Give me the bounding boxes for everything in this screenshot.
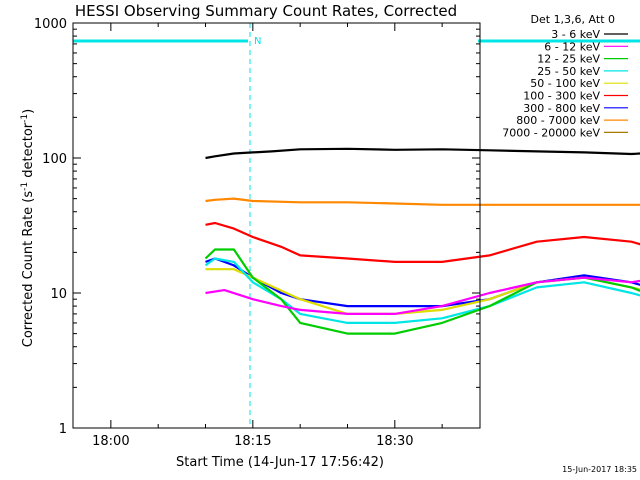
legend-label-6: 300 - 800 keV: [523, 102, 600, 115]
y-axis-label: Corrected Count Rate (s-1 detector-1): [20, 109, 36, 347]
y-tick-label-2: 100: [42, 152, 67, 167]
legend-label-7: 800 - 7000 keV: [516, 114, 600, 127]
plot-area: NF: [72, 23, 640, 428]
series-line-7: [205, 197, 640, 206]
y-tick-label-0: 1: [59, 422, 67, 437]
plot-frame: [72, 22, 481, 429]
chart-title: HESSI Observing Summary Count Rates, Cor…: [75, 2, 457, 20]
series-line-3: [204, 257, 640, 324]
series-line-0: [205, 147, 640, 160]
y-tick-label-3: 1000: [34, 17, 67, 32]
x-tick-label-0: 18:00: [92, 434, 129, 449]
legend-label-4: 50 - 100 keV: [530, 77, 600, 90]
axes: 18:00 18:15 18:30 1 10 100 1000: [34, 17, 481, 449]
legend-label-5: 100 - 300 keV: [523, 90, 600, 103]
legend-header: Det 1,3,6, Att 0: [531, 13, 615, 26]
x-tick-label-1: 18:15: [234, 434, 271, 449]
x-axis-label: Start Time (14-Jun-17 17:56:42): [176, 455, 384, 470]
series-line-4: [205, 268, 640, 315]
series-line-1: [205, 276, 640, 315]
y-tick-label-1: 10: [50, 287, 67, 302]
x-tick-label-2: 18:30: [376, 434, 413, 449]
legend-label-1: 6 - 12 keV: [544, 40, 600, 53]
series-line-2: [204, 248, 640, 335]
series-line-5: [205, 221, 640, 263]
legend-label-3: 25 - 50 keV: [537, 65, 600, 78]
legend-label-2: 12 - 25 keV: [537, 53, 600, 66]
legend-label-8: 7000 - 20000 keV: [502, 126, 600, 139]
legend-label-0: 3 - 6 keV: [551, 28, 600, 41]
night-marker-label: N: [254, 36, 261, 47]
timestamp: 15-Jun-2017 18:35: [562, 465, 637, 474]
